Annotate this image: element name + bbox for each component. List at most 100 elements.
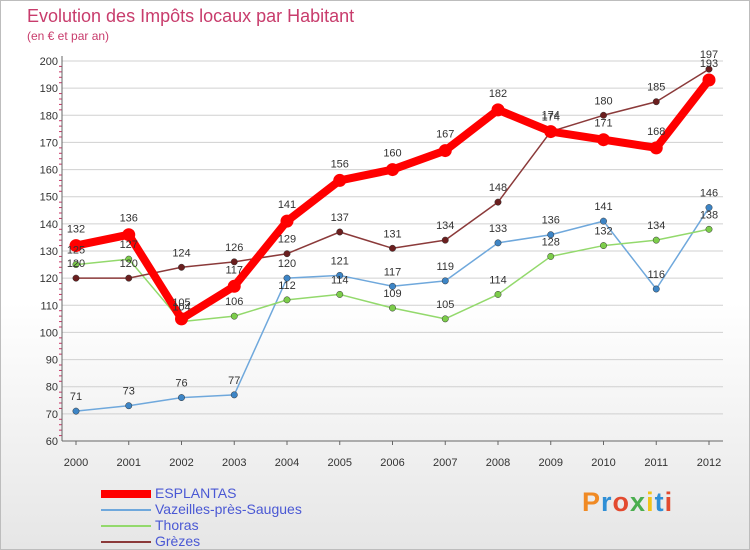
- data-point: [441, 315, 449, 323]
- data-label: 127: [120, 239, 138, 251]
- data-label: 105: [172, 297, 190, 309]
- data-label: 119: [436, 261, 454, 273]
- data-label: 174: [542, 110, 560, 122]
- data-point: [705, 204, 713, 212]
- data-point: [600, 242, 607, 250]
- data-point: [652, 285, 660, 293]
- data-label: 131: [383, 228, 401, 240]
- data-label: 174: [542, 112, 560, 124]
- data-label: 129: [278, 234, 296, 246]
- y-tick-label: 170: [40, 137, 58, 149]
- data-point: [389, 304, 396, 312]
- data-label: 121: [331, 255, 349, 267]
- legend-swatch: [101, 509, 151, 511]
- data-label: 138: [700, 209, 718, 221]
- legend-label: Vazeilles-près-Saugues: [155, 501, 302, 517]
- data-label: 106: [225, 296, 243, 308]
- logo-letter: P: [582, 487, 602, 517]
- data-label: 116: [647, 269, 665, 281]
- data-label: 137: [331, 212, 349, 224]
- data-label: 182: [489, 88, 507, 100]
- y-tick-label: 90: [46, 355, 58, 367]
- data-label: 125: [67, 245, 85, 257]
- data-point: [441, 236, 449, 244]
- data-label: 105: [436, 299, 454, 311]
- data-label: 114: [331, 274, 349, 286]
- data-label: 71: [70, 391, 82, 403]
- data-label: 141: [278, 199, 296, 211]
- data-label: 120: [67, 258, 85, 270]
- y-tick-label: 120: [40, 273, 58, 285]
- data-label: 156: [331, 158, 349, 170]
- data-label: 76: [175, 378, 187, 390]
- x-tick-label: 2009: [539, 457, 563, 469]
- data-label: 136: [542, 215, 560, 227]
- data-label: 146: [700, 188, 718, 200]
- legend-swatch: [101, 490, 151, 498]
- legend-label: ESPLANTAS: [155, 485, 237, 501]
- data-label: 185: [647, 82, 665, 94]
- data-label: 171: [594, 118, 612, 130]
- data-point: [547, 252, 555, 260]
- data-label: 168: [647, 126, 665, 138]
- y-tick-label: 110: [40, 300, 58, 312]
- data-label: 167: [436, 129, 454, 141]
- logo-letter: x: [630, 487, 647, 517]
- data-label: 104: [172, 302, 190, 314]
- data-point: [178, 263, 185, 271]
- data-point: [494, 239, 502, 247]
- y-tick-label: 140: [40, 219, 58, 231]
- data-point: [72, 261, 80, 269]
- y-tick-label: 160: [40, 165, 58, 177]
- data-point: [175, 312, 188, 326]
- data-point: [69, 239, 83, 253]
- data-point: [600, 217, 607, 225]
- y-tick-label: 100: [40, 327, 58, 339]
- logo-letter: o: [612, 487, 631, 517]
- data-point: [441, 277, 449, 285]
- x-tick-label: 2000: [64, 457, 88, 469]
- data-point: [491, 103, 505, 117]
- data-point: [389, 282, 396, 290]
- y-tick-label: 60: [46, 436, 58, 448]
- x-tick-label: 2010: [591, 457, 615, 469]
- data-point: [494, 198, 502, 206]
- data-label: 141: [594, 201, 612, 213]
- data-point: [72, 407, 80, 415]
- y-tick-label: 80: [46, 382, 58, 394]
- data-label: 112: [278, 280, 296, 292]
- y-tick-label: 200: [40, 56, 58, 68]
- data-label: 160: [383, 148, 401, 160]
- data-point: [652, 236, 660, 244]
- x-tick-label: 2002: [169, 457, 193, 469]
- x-tick-label: 2008: [486, 457, 510, 469]
- y-tick-label: 130: [40, 246, 58, 258]
- x-tick-label: 2003: [222, 457, 246, 469]
- data-point: [386, 163, 399, 177]
- data-point: [283, 274, 291, 282]
- data-label: 193: [700, 58, 718, 70]
- data-label: 117: [384, 266, 402, 278]
- logo-letter: r: [601, 487, 613, 517]
- data-label: 132: [594, 226, 612, 238]
- legend-label: Thoras: [155, 517, 199, 533]
- data-point: [230, 258, 238, 266]
- y-tick-label: 180: [40, 110, 58, 122]
- proxiti-logo: Proxiti: [582, 487, 673, 518]
- x-tick-label: 2004: [275, 457, 299, 469]
- data-label: 73: [123, 386, 135, 398]
- data-point: [389, 244, 396, 252]
- x-tick-label: 2007: [433, 457, 457, 469]
- x-tick-label: 2001: [117, 457, 141, 469]
- chart-subtitle: (en € et par an): [27, 29, 110, 43]
- data-point: [125, 402, 133, 410]
- x-tick-label: 2006: [380, 457, 404, 469]
- data-label: 134: [436, 220, 454, 232]
- data-label: 133: [489, 223, 507, 235]
- logo-letter: i: [664, 487, 674, 517]
- data-point: [336, 228, 344, 236]
- data-label: 109: [383, 288, 401, 300]
- y-tick-label: 70: [46, 409, 58, 421]
- data-label: 134: [647, 220, 665, 232]
- data-point: [227, 279, 241, 293]
